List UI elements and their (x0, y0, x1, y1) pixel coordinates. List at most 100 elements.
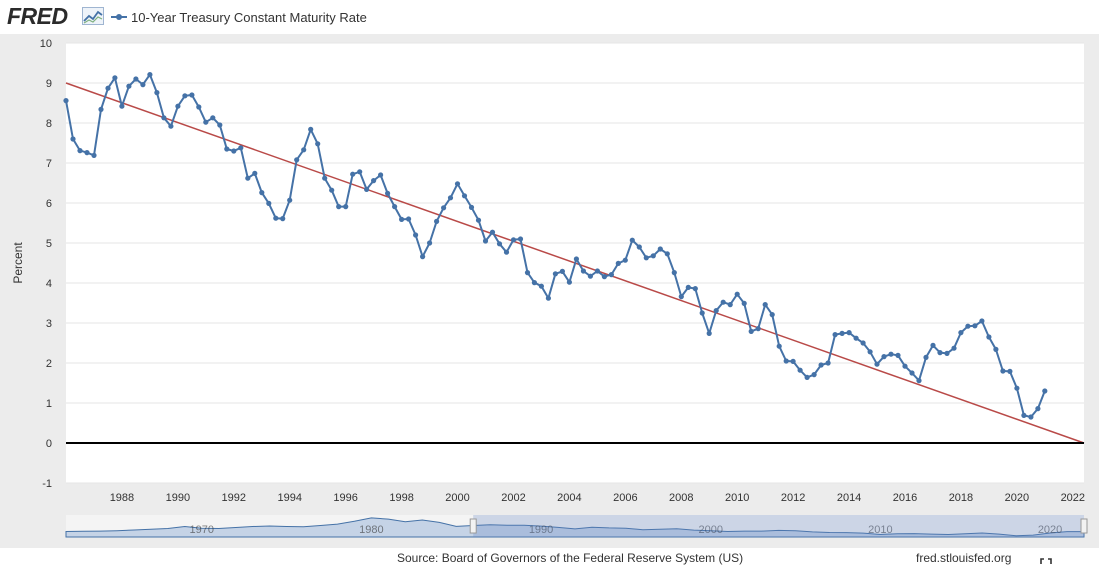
series-point[interactable] (909, 370, 915, 376)
series-point[interactable] (63, 98, 69, 104)
series-point[interactable] (986, 334, 992, 340)
navigator-selected-range[interactable] (473, 515, 1084, 537)
series-point[interactable] (559, 268, 566, 274)
series-point[interactable] (105, 85, 111, 91)
series-point[interactable] (741, 300, 747, 306)
series-point[interactable] (441, 205, 447, 211)
series-point[interactable] (1028, 414, 1034, 420)
series-point[interactable] (231, 148, 237, 154)
series-point[interactable] (818, 362, 824, 368)
series-point[interactable] (517, 236, 524, 242)
series-point[interactable] (489, 229, 496, 235)
series-point[interactable] (664, 251, 670, 257)
site-link[interactable]: fred.stlouisfed.org (916, 551, 1012, 565)
series-point[interactable] (189, 92, 195, 98)
series-point[interactable] (119, 103, 125, 109)
series-point[interactable] (77, 148, 83, 154)
series-point[interactable] (685, 284, 691, 290)
series-point[interactable] (1007, 368, 1013, 374)
series-point[interactable] (678, 294, 684, 300)
series-point[interactable] (853, 335, 859, 341)
series-point[interactable] (825, 360, 831, 366)
series-point[interactable] (468, 204, 475, 210)
legend-item[interactable]: 10-Year Treasury Constant Maturity Rate (111, 8, 367, 26)
series-point[interactable] (203, 119, 209, 125)
series-point[interactable] (748, 328, 754, 334)
series-point[interactable] (650, 253, 656, 259)
series-point[interactable] (175, 103, 181, 109)
series-point[interactable] (783, 358, 789, 364)
series-point[interactable] (280, 216, 286, 222)
series-point[interactable] (881, 354, 887, 360)
series-point[interactable] (699, 310, 705, 316)
series-point[interactable] (839, 330, 845, 336)
series-point[interactable] (713, 308, 719, 314)
series-point[interactable] (636, 244, 642, 250)
series-point[interactable] (944, 350, 950, 356)
series-point[interactable] (622, 257, 628, 263)
series-point[interactable] (168, 123, 174, 129)
series-point[interactable] (252, 170, 258, 176)
series-point[interactable] (322, 175, 328, 181)
series-point[interactable] (461, 193, 468, 199)
series-point[interactable] (413, 232, 419, 238)
series-point[interactable] (734, 291, 740, 297)
fred-logo[interactable]: FRED (7, 3, 68, 29)
series-point[interactable] (475, 217, 482, 223)
series-point[interactable] (126, 83, 132, 89)
series-point[interactable] (84, 150, 90, 156)
series-point[interactable] (804, 374, 810, 380)
series-point[interactable] (98, 106, 104, 112)
series-point[interactable] (406, 216, 412, 222)
series-point[interactable] (587, 273, 594, 279)
series-point[interactable] (573, 256, 580, 262)
series-point[interactable] (972, 323, 978, 329)
series-point[interactable] (797, 367, 803, 373)
series-point[interactable] (392, 204, 398, 210)
series-point[interactable] (916, 378, 922, 384)
series-point[interactable] (993, 346, 999, 352)
series-point[interactable] (196, 104, 202, 110)
series-point[interactable] (524, 270, 531, 276)
series-point[interactable] (538, 283, 545, 289)
series-point[interactable] (447, 195, 454, 201)
series-point[interactable] (273, 215, 279, 221)
series-point[interactable] (329, 187, 335, 193)
series-point[interactable] (161, 115, 167, 121)
series-point[interactable] (790, 358, 796, 364)
series-point[interactable] (979, 318, 985, 324)
series-point[interactable] (902, 363, 908, 369)
series-point[interactable] (336, 204, 342, 210)
series-point[interactable] (343, 204, 349, 210)
series-point[interactable] (112, 75, 118, 81)
series-point[interactable] (671, 270, 677, 276)
series-point[interactable] (601, 274, 608, 280)
series-point[interactable] (266, 200, 272, 206)
series-point[interactable] (706, 330, 712, 336)
series-point[interactable] (860, 340, 866, 346)
series-point[interactable] (832, 332, 838, 338)
series-point[interactable] (315, 141, 321, 147)
navigator-selection[interactable] (469, 515, 1088, 537)
series-point[interactable] (531, 280, 538, 286)
series-point[interactable] (846, 330, 852, 336)
series-point[interactable] (357, 169, 363, 175)
series-point[interactable] (147, 72, 153, 78)
series-point[interactable] (811, 372, 817, 378)
series-point[interactable] (629, 237, 635, 243)
series-point[interactable] (608, 272, 615, 278)
series-point[interactable] (720, 299, 726, 305)
series-point[interactable] (776, 343, 782, 349)
series-point[interactable] (930, 342, 936, 348)
series-point[interactable] (566, 279, 573, 285)
series-point[interactable] (923, 354, 929, 360)
series-point[interactable] (496, 241, 503, 247)
series-10y-treasury[interactable] (63, 72, 1048, 420)
series-point[interactable] (454, 181, 461, 187)
navigator-left-handle[interactable] (469, 518, 477, 534)
series-point[interactable] (594, 268, 601, 274)
series-point[interactable] (958, 330, 964, 336)
series-point[interactable] (692, 286, 698, 292)
series-point[interactable] (420, 254, 426, 260)
series-point[interactable] (951, 345, 957, 351)
